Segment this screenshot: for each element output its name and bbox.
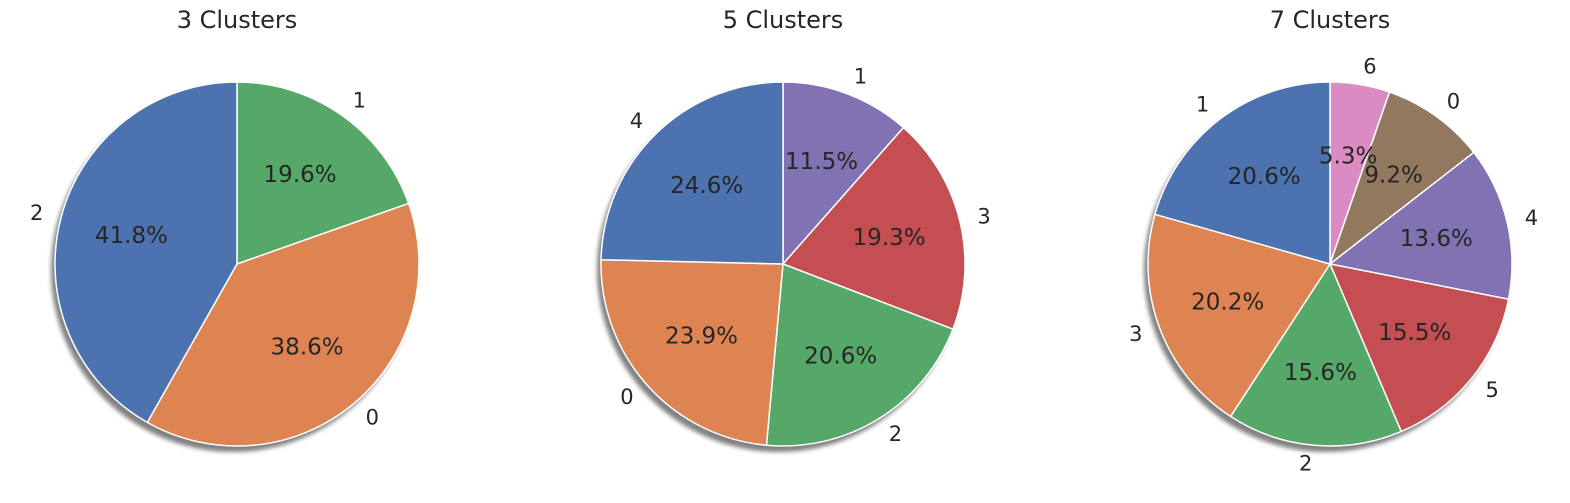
slice-percent-label: 9.2% xyxy=(1364,162,1422,188)
slice-percent-label: 20.6% xyxy=(804,344,877,370)
pie-slice-1 xyxy=(782,81,905,265)
slice-category-label: 2 xyxy=(889,422,902,446)
pie-slice-3 xyxy=(1147,213,1331,418)
slice-category-label: 4 xyxy=(630,109,643,133)
slice-category-label: 0 xyxy=(620,385,633,409)
pie-slice-2 xyxy=(54,81,238,424)
slice-percent-label: 11.5% xyxy=(785,149,858,175)
slice-percent-label: 20.2% xyxy=(1191,289,1264,315)
slice-category-label: 0 xyxy=(366,406,379,430)
slice-percent-label: 5.3% xyxy=(1319,143,1377,169)
pie-chart-1: 3 Clusters 19.6% 1 38.6% 0 41.8% 2 xyxy=(30,6,420,452)
chart-title: 7 Clusters xyxy=(1270,6,1391,34)
slice-percent-label: 20.6% xyxy=(1228,164,1301,190)
slice-category-label: 6 xyxy=(1363,55,1376,79)
pie-slice-4 xyxy=(1329,151,1513,300)
pie-slice-0 xyxy=(146,202,420,447)
slice-category-label: 1 xyxy=(854,65,867,89)
slice-percent-label: 13.6% xyxy=(1400,226,1473,252)
slice-percent-label: 19.3% xyxy=(853,225,926,251)
chart-title: 3 Clusters xyxy=(177,6,298,34)
slice-category-label: 4 xyxy=(1525,206,1538,230)
pie-chart-3: 7 Clusters 5.3% 6 9.2% 0 13.6% 4 15.5% 5 15.6% 2 20… xyxy=(1129,6,1538,475)
slice-category-label: 0 xyxy=(1447,89,1460,113)
slice-category-label: 2 xyxy=(30,201,43,225)
slice-percent-label: 23.9% xyxy=(665,324,738,350)
slice-category-label: 3 xyxy=(1129,322,1142,346)
pie-slice-3 xyxy=(782,126,966,330)
slice-percent-label: 15.6% xyxy=(1284,360,1357,386)
slice-category-label: 1 xyxy=(353,89,366,113)
slice-percent-label: 38.6% xyxy=(271,335,344,361)
pie-slice-2 xyxy=(765,263,954,447)
slice-percent-label: 19.6% xyxy=(264,162,337,188)
pie-slice-4 xyxy=(600,81,784,265)
pie-slice-2 xyxy=(1229,263,1402,447)
pie-slice-5 xyxy=(1329,263,1510,433)
slice-percent-label: 41.8% xyxy=(95,223,168,249)
pie-slice-1 xyxy=(1154,81,1331,265)
slice-percent-label: 24.6% xyxy=(670,173,743,199)
pie-chart-2: 5 Clusters 11.5% 1 19.3% 3 20.6% 2 23.9% 0 24.6% 4 xyxy=(597,6,991,452)
slice-category-label: 3 xyxy=(977,204,990,228)
pie-slice-0 xyxy=(600,258,784,446)
slice-percent-label: 15.5% xyxy=(1378,320,1451,346)
pie-slice-0 xyxy=(1329,91,1475,265)
slice-category-label: 1 xyxy=(1196,92,1209,116)
chart-title: 5 Clusters xyxy=(723,6,844,34)
slice-category-label: 5 xyxy=(1486,378,1499,402)
slice-category-label: 2 xyxy=(1299,451,1312,475)
